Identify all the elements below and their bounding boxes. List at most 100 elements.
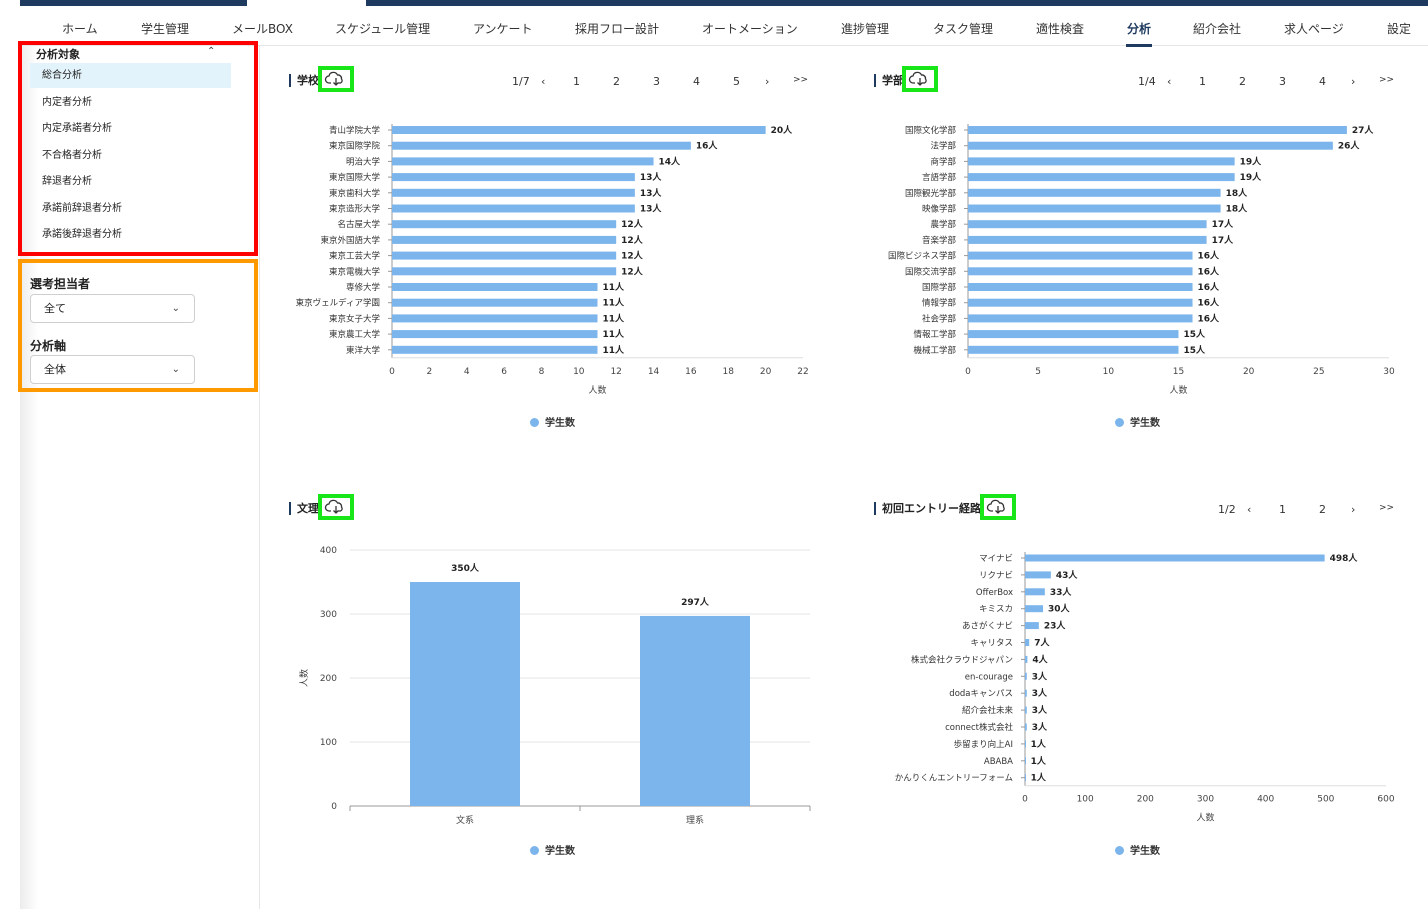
category-label: 東京電機大学 xyxy=(329,266,381,277)
data-label: 18人 xyxy=(1226,187,1249,199)
category-label: 法学部 xyxy=(930,141,956,152)
pager-last[interactable]: >> xyxy=(793,75,809,85)
data-label: 18人 xyxy=(1226,203,1249,215)
category-label: 東京造形大学 xyxy=(329,204,381,215)
bar xyxy=(1025,588,1045,596)
bar xyxy=(392,251,617,260)
analysis-target-item-2[interactable]: 内定承諾者分析 xyxy=(42,123,112,134)
x-tick-label: 15 xyxy=(1173,367,1184,377)
category-label: 文系 xyxy=(456,814,474,826)
x-tick-label: 0 xyxy=(965,367,971,377)
data-label: 17人 xyxy=(1212,234,1235,246)
x-tick-label: 14 xyxy=(648,367,660,377)
analysis-target-item-4[interactable]: 辞退者分析 xyxy=(42,176,92,187)
category-label: 名古屋大学 xyxy=(337,219,380,230)
chevron-left-icon[interactable]: ‹ xyxy=(541,75,546,88)
x-tick-label: 300 xyxy=(1197,795,1214,805)
chevron-left-icon[interactable]: ‹ xyxy=(1247,503,1252,516)
nav-item-12[interactable]: 求人ページ xyxy=(1284,22,1344,36)
data-label: 16人 xyxy=(1198,297,1221,309)
pager-page-5[interactable]: 5 xyxy=(733,75,740,88)
category-label: 東京外国語大学 xyxy=(320,235,380,246)
chevron-right-icon[interactable]: › xyxy=(1351,503,1356,516)
nav-item-8[interactable]: タスク管理 xyxy=(933,22,994,36)
chevron-up-icon[interactable]: ⌃ xyxy=(207,46,216,57)
pager-page-1[interactable]: 1 xyxy=(573,75,580,88)
nav-item-9[interactable]: 適性検査 xyxy=(1036,22,1085,36)
pager-page-2[interactable]: 2 xyxy=(1319,503,1326,516)
analysis-target-item-3[interactable]: 不合格者分析 xyxy=(42,149,102,161)
top-accent-line-left xyxy=(20,0,247,6)
data-label: 26人 xyxy=(1338,140,1361,152)
category-label: 国際学部 xyxy=(922,282,957,293)
chevron-left-icon[interactable]: ‹ xyxy=(1167,75,1172,88)
cloud-download-icon xyxy=(908,71,927,86)
analysis-target-item-6[interactable]: 承諾後辞退者分析 xyxy=(42,229,122,240)
selector-select[interactable]: 全て ⌄ xyxy=(30,294,195,323)
data-label: 20人 xyxy=(771,124,794,136)
pager-page-2[interactable]: 2 xyxy=(1239,75,1246,88)
data-label: 11人 xyxy=(603,328,626,340)
bar xyxy=(1025,655,1028,663)
chevron-right-icon[interactable]: › xyxy=(1351,75,1356,88)
data-label: 1人 xyxy=(1031,755,1047,767)
download-button-school[interactable] xyxy=(318,66,354,92)
pager-page-3[interactable]: 3 xyxy=(1279,75,1286,88)
analysis-target-item-5[interactable]: 承諾前辞退者分析 xyxy=(42,202,122,214)
data-label: 4人 xyxy=(1032,653,1048,665)
selector-value: 全て xyxy=(44,302,66,315)
category-label: 国際交流学部 xyxy=(905,266,957,277)
nav-item-10[interactable]: 分析 xyxy=(1127,22,1152,36)
legend-entry[interactable]: 学生数 xyxy=(1115,842,1160,857)
nav-item-13[interactable]: 設定 xyxy=(1387,22,1412,36)
pager-page-1[interactable]: 1 xyxy=(1279,503,1286,516)
legend-school[interactable]: 学生数 xyxy=(530,414,575,429)
nav-item-0[interactable]: ホーム xyxy=(62,22,98,36)
selector-title: 選考担当者 xyxy=(30,277,91,291)
data-label: 16人 xyxy=(1198,312,1221,324)
bar xyxy=(392,157,654,166)
download-button-entry[interactable] xyxy=(980,494,1016,520)
x-tick-label: 22 xyxy=(797,367,808,377)
data-label: 30人 xyxy=(1048,603,1071,615)
analysis-target-item-1[interactable]: 内定者分析 xyxy=(42,96,92,108)
data-label: 498人 xyxy=(1330,552,1359,564)
pager-page-4[interactable]: 4 xyxy=(1319,75,1326,88)
bar xyxy=(1025,689,1027,697)
pager-page-4[interactable]: 4 xyxy=(693,75,700,88)
x-tick-label: 25 xyxy=(1313,367,1324,377)
category-label: 東京ヴェルディア学園 xyxy=(296,298,380,309)
pager-page-2[interactable]: 2 xyxy=(613,75,620,88)
data-label: 3人 xyxy=(1032,704,1048,716)
chevron-right-icon[interactable]: › xyxy=(765,75,770,88)
legend-label: 学生数 xyxy=(545,418,575,429)
category-label: 映像学部 xyxy=(922,204,957,215)
nav-item-7[interactable]: 進捗管理 xyxy=(841,22,890,36)
download-button-faculty[interactable] xyxy=(902,66,938,92)
nav-item-11[interactable]: 紹介会社 xyxy=(1193,22,1242,36)
nav-item-4[interactable]: アンケート xyxy=(473,22,533,36)
analysis-target-item-0[interactable]: 総合分析 xyxy=(30,63,231,88)
nav-item-3[interactable]: スケジュール管理 xyxy=(335,22,431,36)
pager-page-1[interactable]: 1 xyxy=(1199,75,1206,88)
x-axis-title: 人数 xyxy=(1196,812,1214,824)
axis-select[interactable]: 全体 ⌄ xyxy=(30,355,195,384)
nav-item-1[interactable]: 学生管理 xyxy=(141,22,190,36)
pager-last[interactable]: >> xyxy=(1379,75,1395,85)
legend-bunri[interactable]: 学生数 xyxy=(530,842,575,857)
legend-dot xyxy=(1115,418,1124,427)
pager-last[interactable]: >> xyxy=(1379,503,1395,513)
category-label: 専修大学 xyxy=(346,282,381,293)
data-label: 3人 xyxy=(1032,721,1048,733)
analysis-target-title: 分析対象 xyxy=(36,48,80,61)
data-label: 12人 xyxy=(621,218,644,230)
data-label: 11人 xyxy=(603,312,626,324)
nav-item-6[interactable]: オートメーション xyxy=(702,22,798,36)
legend-faculty[interactable]: 学生数 xyxy=(1115,414,1160,429)
bar xyxy=(968,283,1193,291)
data-label: 7人 xyxy=(1034,637,1050,649)
pager-page-3[interactable]: 3 xyxy=(653,75,660,88)
download-button-bunri[interactable] xyxy=(318,494,354,520)
nav-item-2[interactable]: メールBOX xyxy=(232,22,293,36)
nav-item-5[interactable]: 採用フロー設計 xyxy=(575,22,660,36)
